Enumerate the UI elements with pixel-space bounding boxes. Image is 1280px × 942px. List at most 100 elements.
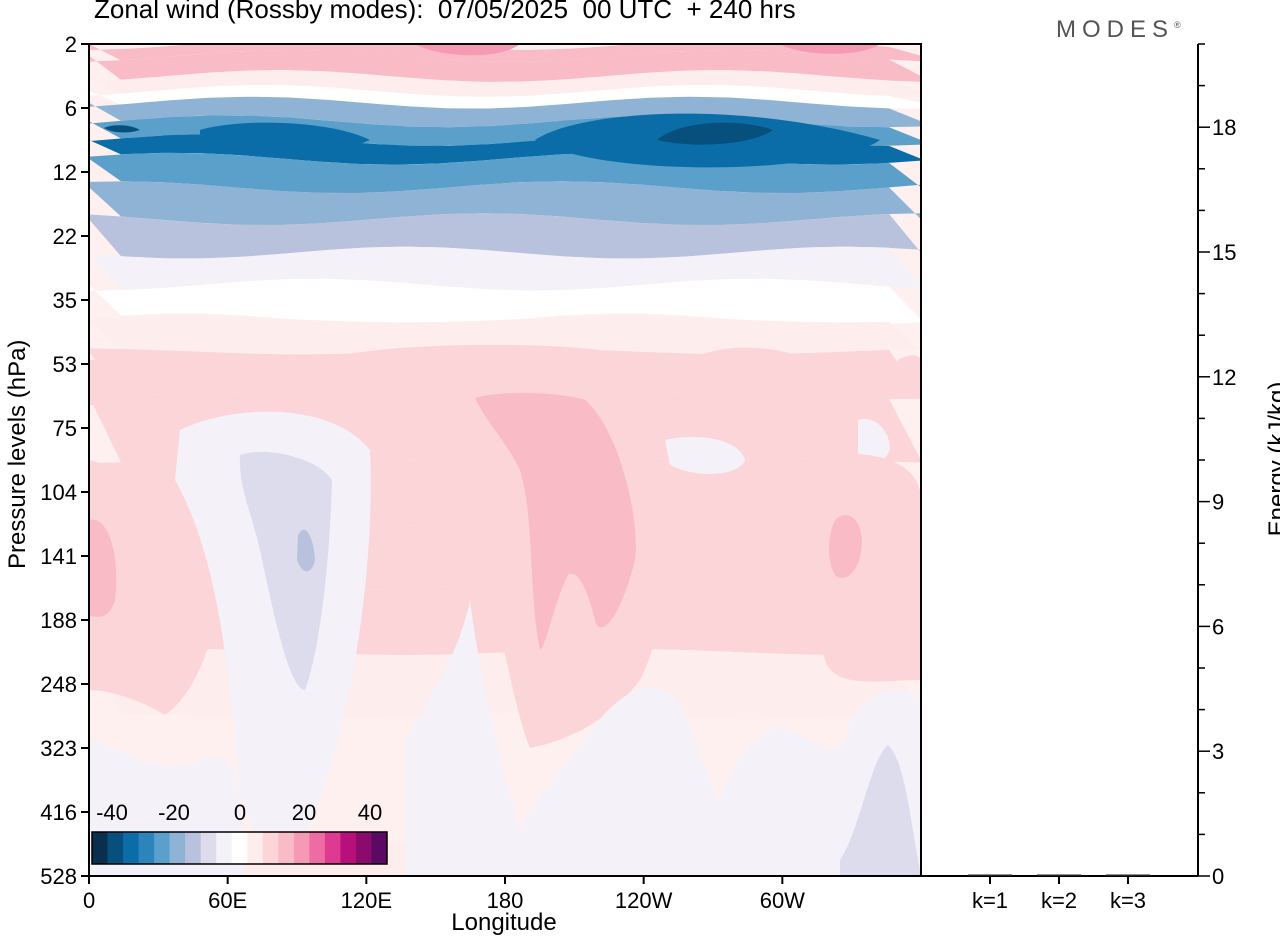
x-tick-label: 60W bbox=[760, 888, 805, 913]
blob-pink-mid-east bbox=[740, 530, 777, 599]
blob-pink-east bbox=[692, 347, 827, 430]
energy-tick-label: 12 bbox=[1212, 365, 1236, 390]
energy-category-label: k=3 bbox=[1110, 888, 1146, 913]
energy-ticks: 0 3 6 9 12 15 18 bbox=[1198, 43, 1236, 889]
x-tick-label: 120W bbox=[615, 888, 673, 913]
energy-tick-label: 9 bbox=[1212, 490, 1224, 515]
contour-band bbox=[89, 213, 921, 259]
blob-lavender-east-a bbox=[665, 436, 745, 475]
colorbar-tick-label: -40 bbox=[96, 800, 128, 825]
chart-title: Zonal wind (Rossby modes): 07/05/2025 00… bbox=[94, 0, 796, 24]
blob-pink-west-core bbox=[89, 519, 117, 617]
y-tick-label: 528 bbox=[40, 864, 77, 889]
blob-lavender-east-b bbox=[858, 419, 890, 466]
blob-pink-far-east-core bbox=[828, 515, 862, 579]
energy-bar bbox=[968, 874, 1012, 876]
energy-tick-label: 6 bbox=[1212, 614, 1224, 639]
colorbar-swatch bbox=[355, 832, 372, 864]
blob-lavender-low-central bbox=[405, 600, 921, 876]
colorbar-tick-label: 20 bbox=[292, 800, 316, 825]
colorbar-swatch bbox=[200, 832, 217, 864]
colorbar-swatch bbox=[154, 832, 171, 864]
contour-band bbox=[89, 85, 921, 109]
colorbar-swatch bbox=[92, 832, 109, 864]
blob-pink-far-east bbox=[808, 453, 921, 682]
blob-pink-nw bbox=[89, 359, 150, 405]
colorbar-swatch bbox=[340, 832, 357, 864]
colorbar-swatch bbox=[138, 832, 155, 864]
y-tick-label: 75 bbox=[53, 416, 77, 441]
colorbar: -40 -20 0 20 40 bbox=[91, 800, 388, 865]
y-tick-label: 2 bbox=[65, 32, 77, 57]
colorbar-swatch bbox=[123, 832, 140, 864]
colorbar-swatch bbox=[231, 832, 248, 864]
blob-pink-central-core bbox=[475, 392, 636, 650]
energy-tick-label: 18 bbox=[1212, 115, 1236, 140]
blob-pink-ne bbox=[898, 355, 921, 400]
contour-plot bbox=[88, 43, 922, 877]
contour-band bbox=[89, 44, 921, 62]
contour-band bbox=[89, 246, 921, 291]
colorbar-swatch bbox=[324, 832, 341, 864]
contour-band bbox=[89, 278, 921, 326]
colorbar-tick-label: 40 bbox=[358, 800, 382, 825]
y-tick-label: 22 bbox=[53, 224, 77, 249]
colorbar-swatch bbox=[247, 832, 264, 864]
y-tick-label: 323 bbox=[40, 736, 77, 761]
y-tick-label: 104 bbox=[40, 480, 77, 505]
blob-blue-core-west bbox=[200, 122, 370, 156]
energy-tick-label: 0 bbox=[1212, 864, 1224, 889]
logo-mark: ® bbox=[1174, 20, 1181, 30]
energy-bars: k=1 k=2 k=3 bbox=[968, 874, 1150, 913]
modes-logo: MODES® bbox=[1056, 16, 1181, 44]
colorbar-swatch bbox=[293, 832, 310, 864]
x-tick-label: 60E bbox=[208, 888, 247, 913]
y-tick-label: 248 bbox=[40, 672, 77, 697]
contour-band bbox=[89, 181, 921, 226]
y-tick-label: 53 bbox=[53, 352, 77, 377]
energy-category-label: k=2 bbox=[1041, 888, 1077, 913]
energy-category-label: k=1 bbox=[972, 888, 1008, 913]
blob-lavender-low-east-core bbox=[840, 745, 921, 876]
y-tick-label: 416 bbox=[40, 800, 77, 825]
contour-band bbox=[89, 49, 921, 82]
colorbar-swatch bbox=[107, 832, 124, 864]
x-axis-label: Longitude bbox=[451, 909, 557, 936]
contour-band bbox=[89, 96, 921, 128]
blob-top-pink-b bbox=[780, 44, 880, 54]
y-tick-label: 6 bbox=[65, 96, 77, 121]
energy-panel: 0 3 6 9 12 15 18 k=1 k=2 k=3 bbox=[921, 43, 1236, 913]
x-tick-label: 120E bbox=[341, 888, 392, 913]
blob-blue-dark-east bbox=[657, 122, 773, 145]
colorbar-swatch bbox=[185, 832, 202, 864]
y-tick-label: 188 bbox=[40, 608, 77, 633]
x-axis-longitude: 0 60E 120E 180 120W 60W bbox=[83, 876, 805, 913]
colorbar-tick-label: -20 bbox=[158, 800, 190, 825]
energy-bar bbox=[1037, 874, 1081, 876]
blob-pink-west bbox=[89, 460, 219, 715]
y-axis-label-right: Energy (kJ/kg) bbox=[1264, 381, 1280, 537]
energy-tick-label: 15 bbox=[1212, 240, 1236, 265]
colorbar-swatch bbox=[309, 832, 326, 864]
energy-bar bbox=[1106, 874, 1150, 876]
colorbar-swatch bbox=[262, 832, 279, 864]
contour-band bbox=[89, 70, 921, 97]
y-axis-label-left: Pressure levels (hPa) bbox=[4, 339, 31, 569]
y-axis-pressure: 2 6 12 22 35 53 75 104 141 188 248 323 416 528 bbox=[40, 32, 89, 889]
colorbar-tick-label: 0 bbox=[234, 800, 246, 825]
blob-lavender-west-core bbox=[239, 451, 332, 690]
y-tick-label: 35 bbox=[53, 288, 77, 313]
colorbar-swatch bbox=[371, 832, 388, 864]
blob-blue-small bbox=[297, 529, 315, 572]
colorbar-swatch bbox=[278, 832, 295, 864]
colorbar-frame bbox=[91, 831, 388, 865]
contour-band bbox=[89, 649, 921, 719]
blob-top-pink-a bbox=[415, 44, 520, 56]
y-tick-label: 12 bbox=[53, 160, 77, 185]
colorbar-swatch bbox=[216, 832, 233, 864]
colorbar-swatch bbox=[169, 832, 186, 864]
y-tick-label: 141 bbox=[40, 544, 77, 569]
x-tick-label: 180 bbox=[487, 888, 524, 913]
x-tick-label: 0 bbox=[83, 888, 95, 913]
